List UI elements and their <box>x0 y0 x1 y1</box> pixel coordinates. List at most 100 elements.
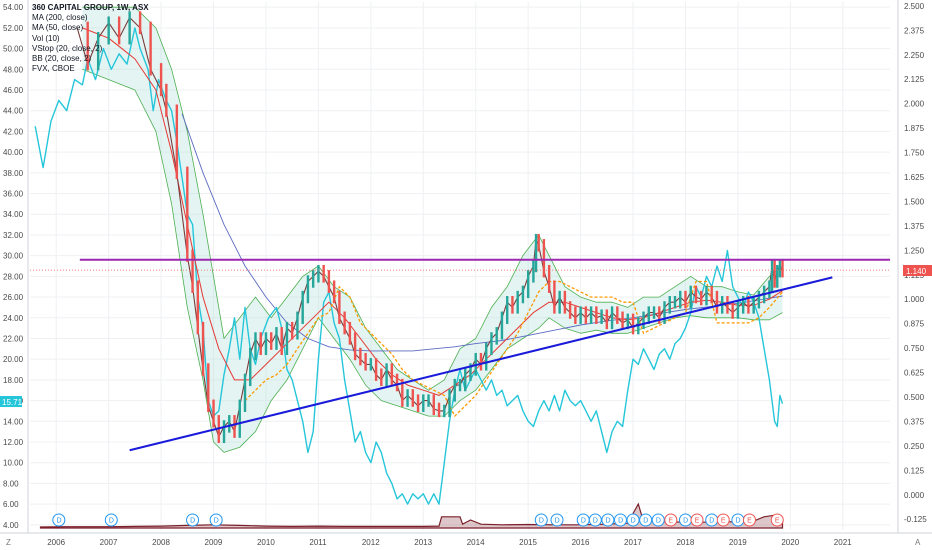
price-candle <box>768 280 771 299</box>
event-circle <box>639 513 653 527</box>
price-candle <box>191 249 194 293</box>
price-candle <box>259 332 262 356</box>
legend-ma200[interactable]: MA (200, close) <box>32 13 88 23</box>
left-tick-label: 12.00 <box>3 438 24 447</box>
right-tick-label: 0.875 <box>904 320 925 329</box>
legend-bollinger[interactable]: BB (20, close, 2) <box>32 54 92 64</box>
legend-vstop[interactable]: VStop (20, close, 2) <box>32 43 103 53</box>
dividend-event-marker[interactable]: D <box>576 513 590 527</box>
dividend-event-marker[interactable]: D <box>731 513 745 527</box>
price-candle <box>107 16 110 45</box>
price-candle <box>458 378 462 392</box>
dividend-event-marker[interactable]: D <box>588 513 602 527</box>
left-tick-label: 30.00 <box>3 252 24 261</box>
bb-upper-line[interactable] <box>82 6 783 391</box>
price-candle <box>495 327 498 345</box>
event-circle <box>651 513 665 527</box>
left-tick-label: 24.00 <box>3 314 24 323</box>
price-candle <box>364 352 367 371</box>
right-tick-label: 1.625 <box>904 173 925 182</box>
price-candle <box>679 290 682 309</box>
price-candle <box>343 311 346 335</box>
legend-ma50[interactable]: MA (50, close) <box>32 23 84 33</box>
price-candle <box>448 389 451 418</box>
price-candle <box>453 378 456 402</box>
price-candle <box>359 347 362 366</box>
fvx-line[interactable] <box>34 27 784 505</box>
left-tick-label: 18.00 <box>3 376 24 385</box>
dividend-event-marker[interactable]: D <box>626 513 640 527</box>
earnings-event-marker[interactable]: E <box>742 513 756 527</box>
price-candle <box>254 332 257 361</box>
dividend-event-marker[interactable]: D <box>651 513 665 527</box>
event-label: D <box>56 518 61 525</box>
price-candle <box>605 309 609 330</box>
ma50-line[interactable] <box>82 27 783 396</box>
price-candle <box>781 259 784 278</box>
event-label: D <box>190 518 195 525</box>
price-candle <box>485 342 488 371</box>
price-candle <box>201 321 205 376</box>
price-candle <box>332 280 336 304</box>
price-candle <box>432 394 435 416</box>
price-candle <box>296 311 299 340</box>
dividend-event-marker[interactable]: D <box>639 513 653 527</box>
x-tick-label: 2018 <box>676 538 694 547</box>
dividend-event-marker[interactable]: D <box>678 513 692 527</box>
right-tick-label: 0.500 <box>904 393 925 402</box>
price-candle <box>317 264 320 283</box>
price-candle <box>490 332 493 356</box>
dividend-event-marker[interactable]: D <box>186 513 200 527</box>
right-tick-label: 1.250 <box>904 246 925 255</box>
earnings-event-marker[interactable]: E <box>690 513 704 527</box>
dividend-event-marker[interactable]: D <box>104 513 118 527</box>
earnings-event-marker[interactable]: E <box>664 513 678 527</box>
event-label: D <box>643 518 648 525</box>
price-candle <box>422 394 425 412</box>
dividend-event-marker[interactable]: D <box>52 513 66 527</box>
x-tick-label: 2020 <box>781 538 799 547</box>
left-tick-label: 32.00 <box>3 231 24 240</box>
price-candle <box>770 259 774 293</box>
left-tick-label: 10.00 <box>3 459 24 468</box>
dividend-event-marker[interactable]: D <box>550 513 564 527</box>
dividend-event-marker[interactable]: D <box>601 513 615 527</box>
price-candle <box>249 347 252 387</box>
price-candle <box>306 275 310 304</box>
bottom-right-corner[interactable]: A <box>915 538 921 547</box>
price-candle <box>395 373 399 392</box>
price-candle <box>778 259 782 278</box>
price-candle <box>207 363 210 412</box>
price-candle <box>610 306 614 330</box>
price-candle <box>117 16 121 45</box>
legend-volume[interactable]: Vol (10) <box>32 33 60 43</box>
price-candle <box>574 306 577 324</box>
x-tick-label: 2012 <box>362 538 380 547</box>
price-candle <box>479 352 483 371</box>
dividend-event-marker[interactable]: D <box>209 513 223 527</box>
price-candle <box>500 311 504 340</box>
price-candle <box>516 290 519 314</box>
right-tick-label: 2.500 <box>904 2 925 11</box>
bottom-left-corner[interactable]: Z <box>6 538 11 547</box>
earnings-event-marker[interactable]: E <box>770 513 784 527</box>
dividend-event-marker[interactable]: D <box>534 513 548 527</box>
legend-fvx[interactable]: FVX, CBOE <box>32 64 75 74</box>
price-candle <box>689 285 692 309</box>
price-candle <box>464 368 467 392</box>
left-tick-label: 36.00 <box>3 190 24 199</box>
event-label: D <box>618 518 623 525</box>
dividend-event-marker[interactable]: D <box>613 513 627 527</box>
price-candle <box>700 290 703 306</box>
left-tick-label: 40.00 <box>3 148 24 157</box>
earnings-event-marker[interactable]: E <box>716 513 730 527</box>
trendline[interactable] <box>129 276 833 452</box>
ma200-line[interactable] <box>181 113 783 352</box>
price-candle <box>437 402 441 418</box>
event-label: D <box>214 518 219 525</box>
dividend-event-marker[interactable]: D <box>705 513 719 527</box>
price-candle <box>521 285 525 304</box>
price-candle <box>311 270 315 288</box>
